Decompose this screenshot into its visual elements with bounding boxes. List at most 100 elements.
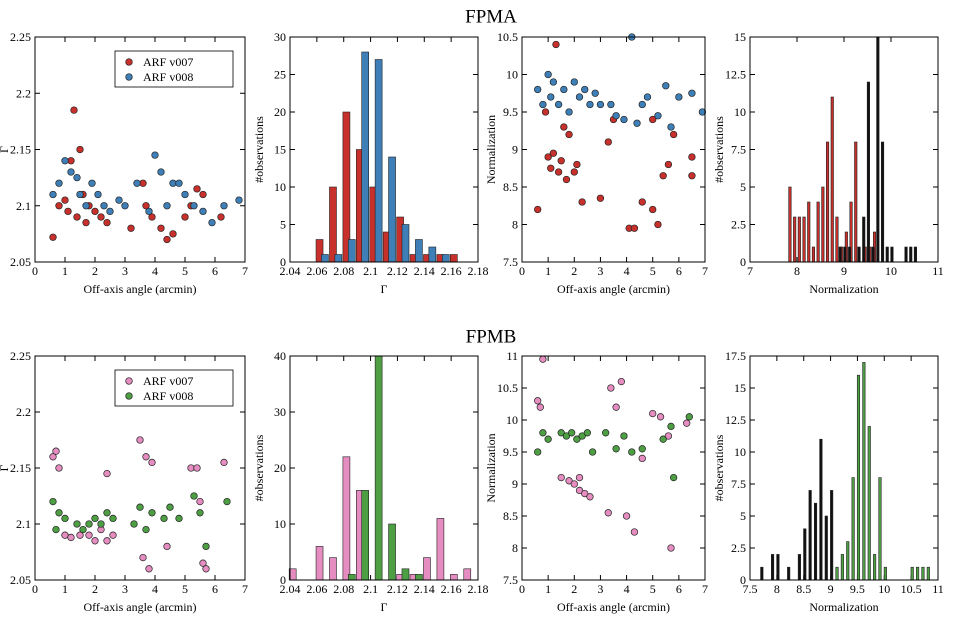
y-tick-label: 30 — [274, 30, 286, 44]
plot-frame — [521, 36, 706, 263]
y-tick-label: 10 — [506, 68, 518, 82]
point — [638, 100, 646, 109]
y-tick-label: 15 — [734, 30, 746, 44]
x-tick-label: 2.14 — [414, 582, 435, 596]
bar — [450, 574, 458, 581]
x-tick-label: 7 — [242, 582, 248, 596]
bar — [885, 246, 889, 263]
point — [79, 525, 87, 534]
y-tick-label: 7.5 — [731, 143, 746, 157]
bar — [913, 246, 917, 263]
x-tick-label: 5 — [182, 264, 188, 278]
point — [560, 85, 568, 94]
x-tick-label: 8 — [774, 582, 780, 596]
x-tick-label: 9.5 — [850, 582, 865, 596]
y-tick-label: 0 — [740, 573, 746, 587]
point — [539, 429, 547, 437]
point — [82, 218, 90, 227]
point — [67, 157, 75, 165]
y-tick-label: 2.25 — [10, 30, 31, 44]
point — [630, 528, 639, 536]
point — [136, 436, 144, 444]
x-axis-label: Off-axis angle (arcmin) — [557, 282, 670, 296]
x-tick-label: 6 — [212, 582, 218, 596]
x-tick-label: 1 — [545, 582, 551, 596]
point — [581, 489, 589, 498]
bar — [835, 216, 839, 263]
point — [199, 207, 207, 216]
y-tick-label: 7.5 — [503, 573, 518, 587]
point — [649, 115, 657, 124]
y-axis-label: #observations — [712, 434, 726, 501]
point — [220, 202, 228, 210]
y-tick-label: 40 — [274, 349, 286, 363]
bar — [428, 246, 437, 263]
x-tick-label: 4 — [624, 582, 630, 596]
point — [148, 213, 156, 221]
bar — [463, 568, 472, 581]
bar — [880, 141, 885, 263]
x-tick-label: 1 — [62, 582, 68, 596]
bar — [909, 246, 913, 263]
x-tick-label: 4 — [152, 582, 158, 596]
bar — [441, 254, 450, 263]
point — [547, 93, 555, 101]
bar — [876, 36, 880, 263]
x-tick-label: 3 — [122, 582, 128, 596]
bar — [910, 566, 914, 581]
x-tick-label: 4 — [624, 264, 630, 278]
point — [91, 514, 99, 523]
y-tick-label: 30 — [274, 405, 286, 419]
x-tick-label: 7 — [702, 582, 708, 596]
bar — [415, 574, 423, 581]
y-tick-label: 0 — [740, 255, 746, 269]
x-tick-label: 6 — [212, 264, 218, 278]
bar — [401, 224, 410, 263]
y-tick-label: 9 — [512, 477, 518, 491]
point — [145, 207, 153, 216]
point — [166, 503, 174, 511]
bar — [862, 362, 866, 581]
x-tick-label: 3 — [597, 264, 603, 278]
point — [70, 106, 78, 114]
legend-marker — [125, 58, 133, 66]
bar — [329, 557, 337, 581]
y-axis-label: #observations — [252, 434, 266, 501]
point — [620, 432, 628, 440]
y-axis-label: Γ — [0, 146, 11, 153]
plot-frame — [34, 36, 246, 263]
x-axis-label: Normalization — [809, 600, 878, 614]
point — [55, 509, 63, 517]
x-axis-label: Off-axis angle (arcmin) — [83, 600, 196, 614]
bar — [771, 554, 775, 581]
point — [106, 207, 114, 216]
x-tick-label: 2.06 — [306, 264, 327, 278]
x-tick-label: 2.08 — [333, 582, 354, 596]
x-tick-label: 10 — [878, 582, 890, 596]
bar — [788, 186, 792, 263]
y-tick-label: 10 — [274, 180, 286, 194]
bar — [342, 456, 351, 581]
bar — [797, 554, 801, 581]
point — [121, 202, 129, 210]
y-tick-label: 17.5 — [725, 349, 746, 363]
legend-box — [114, 50, 234, 88]
point — [667, 422, 675, 431]
point — [557, 429, 565, 437]
point — [103, 469, 111, 478]
point — [193, 185, 201, 193]
y-tick-label: 11 — [506, 349, 518, 363]
point — [151, 151, 159, 159]
x-tick-label: 11 — [932, 264, 944, 278]
point — [85, 520, 93, 528]
point — [190, 492, 198, 500]
point — [76, 531, 84, 539]
point — [103, 509, 111, 517]
point — [163, 235, 171, 244]
point — [612, 403, 620, 411]
x-tick-label: 3 — [122, 264, 128, 278]
point — [142, 202, 150, 210]
point — [544, 435, 552, 443]
point — [568, 429, 576, 437]
bar — [835, 566, 839, 581]
